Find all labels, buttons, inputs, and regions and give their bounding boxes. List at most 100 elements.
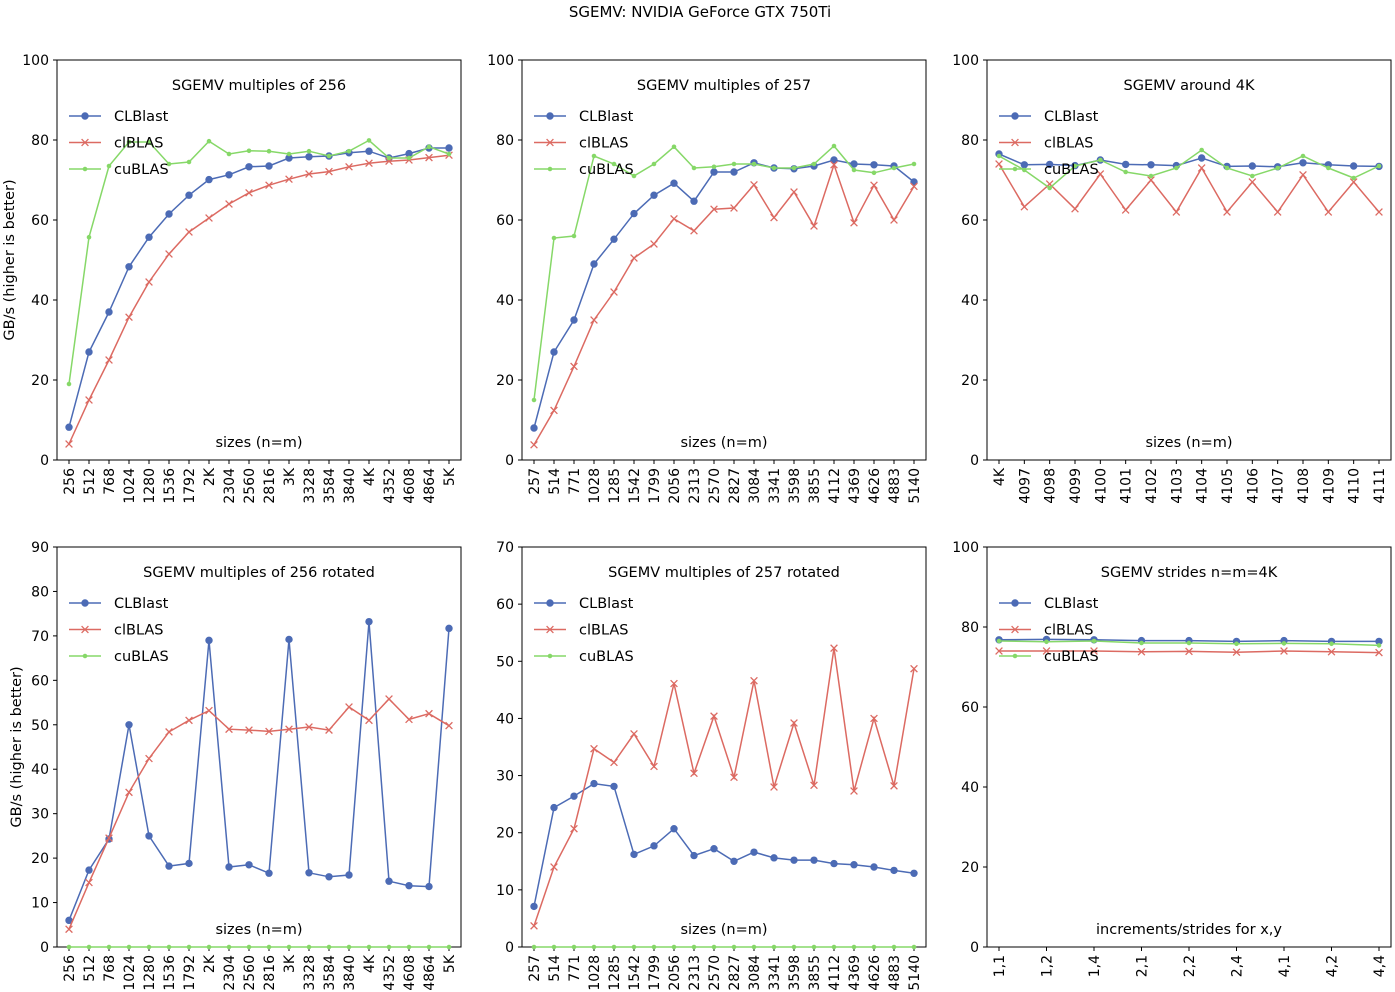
x-tick-label: 4105	[1220, 468, 1236, 504]
data-point	[145, 278, 153, 286]
data-point	[365, 159, 373, 168]
data-point	[571, 944, 577, 950]
legend-label: clBLAS	[579, 623, 628, 639]
y-tick-label: 40	[961, 780, 979, 796]
x-tick-label: 512	[82, 955, 98, 982]
data-point	[751, 161, 757, 167]
data-point	[670, 679, 678, 688]
x-tick-label: 4104	[1195, 468, 1211, 504]
x-tick-label: 771	[567, 955, 583, 982]
data-point	[426, 944, 432, 950]
data-point	[125, 313, 133, 322]
data-point	[591, 153, 597, 159]
data-point	[730, 204, 738, 212]
x-tick-label: 4626	[867, 955, 883, 991]
x-tick-label: 2,4	[1230, 955, 1246, 977]
legend: CLBlast clBLAS cuBLAS	[69, 596, 169, 665]
y-tick-label: 70	[496, 540, 514, 556]
data-point	[386, 944, 392, 950]
data-point	[65, 423, 73, 431]
legend-marker	[81, 138, 89, 147]
data-point	[531, 944, 537, 950]
data-point	[425, 882, 433, 891]
data-point	[851, 944, 857, 950]
x-tick-label: 4110	[1347, 468, 1363, 504]
data-point	[1042, 647, 1051, 655]
x-tick-label: 4K	[362, 954, 378, 973]
data-point	[690, 769, 698, 778]
data-point	[530, 921, 538, 930]
data-point	[770, 783, 778, 791]
legend-marker	[1011, 625, 1019, 634]
data-point	[245, 861, 253, 869]
data-point	[650, 191, 658, 199]
data-point	[570, 362, 578, 371]
data-point	[591, 944, 597, 950]
x-tick-label: 1536	[162, 468, 178, 504]
x-tick-label: 2560	[242, 468, 258, 504]
data-point	[165, 250, 173, 258]
data-point	[285, 635, 293, 644]
x-tick-label: 2,1	[1135, 955, 1151, 977]
subplot-4: 0 10 20 30 40 50 60 70 80 90 256 512 768 1024 1280 1536…	[9, 540, 462, 991]
data-point	[1174, 165, 1179, 171]
series-line	[68, 139, 450, 385]
data-point	[831, 143, 837, 149]
x-tick-label: 4883	[887, 468, 903, 504]
data-point	[365, 147, 373, 155]
data-point	[265, 181, 273, 190]
x-tick-label: 2056	[667, 468, 683, 504]
legend-label: clBLAS	[1044, 136, 1093, 152]
y-tick-label: 20	[31, 851, 49, 867]
series-cublas	[66, 944, 452, 950]
data-point	[245, 726, 253, 734]
series-clblast	[530, 779, 918, 911]
legend-label: cuBLAS	[579, 162, 634, 178]
data-point	[425, 153, 433, 162]
x-tick-label: 4,4	[1372, 955, 1388, 977]
data-point	[670, 825, 678, 833]
data-point	[690, 851, 698, 860]
data-point	[185, 191, 193, 199]
data-point	[206, 138, 212, 144]
data-point	[385, 877, 393, 885]
data-point	[630, 254, 638, 262]
data-point	[165, 210, 173, 218]
data-point	[1096, 170, 1105, 178]
series-line	[998, 163, 1380, 214]
data-point	[266, 148, 272, 154]
data-point	[610, 235, 618, 243]
data-point	[996, 638, 1002, 644]
data-point	[105, 308, 113, 316]
data-point	[1186, 640, 1192, 646]
data-point	[326, 153, 332, 159]
x-axis-label: sizes (n=m)	[680, 435, 767, 451]
y-tick-label: 80	[961, 620, 979, 636]
x-tick-label: 1,2	[1040, 955, 1056, 977]
data-point	[1248, 162, 1257, 170]
x-tick-label: 4097	[1017, 468, 1033, 504]
data-point	[791, 165, 797, 171]
x-tick-label: 1024	[122, 468, 138, 504]
data-point	[1137, 647, 1146, 656]
series-line	[533, 647, 915, 927]
data-point	[445, 721, 453, 730]
x-tick-label: 1792	[182, 468, 198, 504]
data-point	[1091, 638, 1097, 644]
data-point	[710, 205, 718, 214]
x-tick-label: 3598	[787, 468, 803, 504]
legend-marker	[546, 625, 554, 634]
x-tick-label: 4369	[847, 955, 863, 991]
y-tick-label: 20	[961, 860, 979, 876]
data-point	[105, 834, 113, 842]
data-point	[146, 944, 152, 950]
series-line	[998, 149, 1380, 189]
data-point	[426, 144, 432, 150]
data-point	[590, 316, 598, 324]
data-point	[1281, 641, 1287, 646]
data-point	[1197, 164, 1206, 172]
x-tick-label: 768	[102, 468, 118, 495]
data-point	[206, 944, 212, 950]
data-point	[730, 857, 738, 865]
